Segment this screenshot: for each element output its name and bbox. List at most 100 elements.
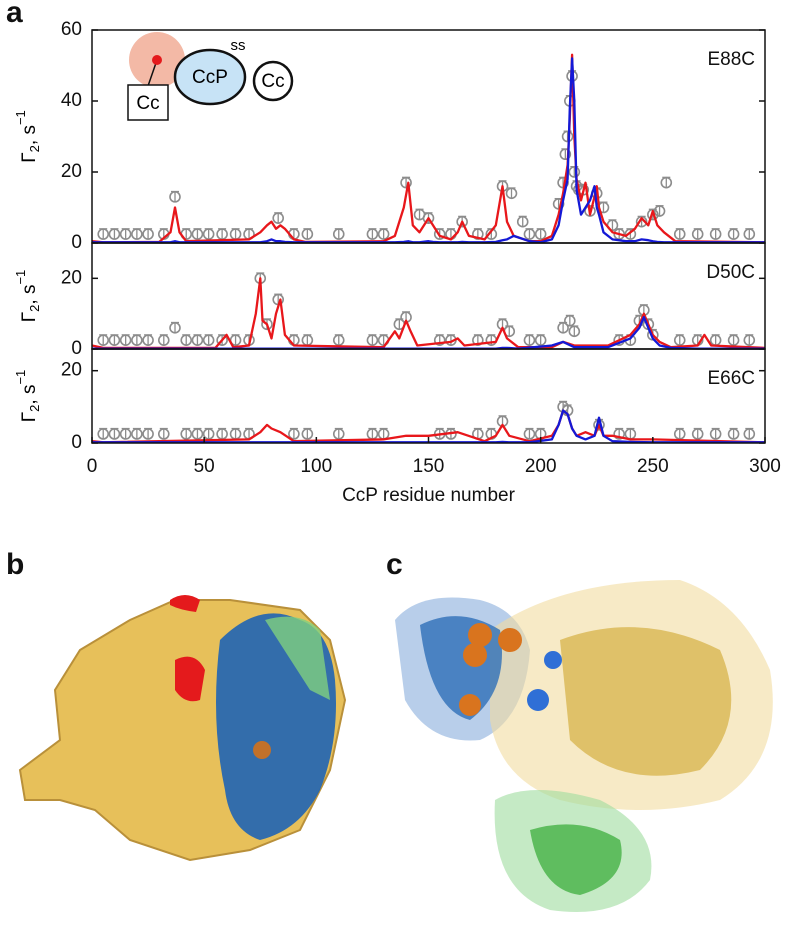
data-point xyxy=(472,228,484,240)
data-point xyxy=(691,428,704,440)
data-point xyxy=(119,228,132,240)
data-point xyxy=(202,334,215,346)
inset-label: ss xyxy=(231,37,246,54)
contact-patch xyxy=(175,656,205,702)
data-point xyxy=(97,428,110,440)
data-point xyxy=(727,428,740,440)
x-tick-label: 150 xyxy=(413,456,445,477)
series-line xyxy=(91,53,766,244)
cc-box xyxy=(127,84,169,121)
x-axis-label: CcP residue number xyxy=(342,485,516,506)
data-point xyxy=(673,334,686,346)
data-point xyxy=(108,428,121,440)
y-tick-label: 20 xyxy=(61,267,82,288)
residue-sphere xyxy=(498,628,522,652)
data-point xyxy=(653,205,666,217)
data-point xyxy=(568,166,581,178)
data-point xyxy=(366,228,379,240)
y-label-part: 2 xyxy=(27,405,42,412)
data-point xyxy=(332,228,345,240)
data-point xyxy=(505,187,518,200)
data-point xyxy=(108,228,121,240)
data-point xyxy=(516,215,529,228)
inset: Cc CcP ss Cc xyxy=(127,32,294,121)
y-label-part: Γ xyxy=(19,412,40,422)
y-axis-label: Γ2, s−1 xyxy=(13,270,42,323)
data-point xyxy=(157,334,170,346)
data-point xyxy=(332,428,345,440)
data-point xyxy=(472,334,484,346)
y-tick-label: 0 xyxy=(71,432,82,453)
data-point xyxy=(191,428,204,440)
y-axis-label: Γ2, s−1 xyxy=(13,110,42,163)
data-point xyxy=(400,176,412,189)
ribbon xyxy=(265,616,330,700)
panel-name: E66C xyxy=(707,368,755,389)
y-tick-label: 40 xyxy=(61,90,82,111)
series-line xyxy=(91,277,766,350)
data-point xyxy=(202,428,215,440)
x-tick-label: 300 xyxy=(749,456,781,477)
y-tick-label: 20 xyxy=(61,360,82,381)
data-point xyxy=(202,228,215,240)
data-point xyxy=(216,334,228,346)
data-point xyxy=(559,148,572,161)
data-point xyxy=(743,428,756,440)
residue-sphere xyxy=(468,623,492,647)
data-point xyxy=(131,334,143,346)
data-point xyxy=(534,228,547,240)
data-point xyxy=(119,334,132,346)
x-tick-label: 50 xyxy=(194,456,215,477)
y-label-part: −1 xyxy=(13,110,28,125)
y-axis-label: Γ2, s−1 xyxy=(13,370,42,423)
residue-sphere xyxy=(544,651,562,669)
structure-b xyxy=(18,595,347,862)
data-point xyxy=(523,428,536,440)
y-label-part: −1 xyxy=(13,270,28,285)
data-point xyxy=(660,176,673,189)
structure-c xyxy=(395,580,773,912)
heme-iron xyxy=(253,741,271,759)
plot-frame xyxy=(91,242,766,350)
x-tick-label: 250 xyxy=(637,456,669,477)
cc-circle xyxy=(252,60,294,102)
data-point xyxy=(301,228,314,240)
y-tick-label: 0 xyxy=(71,232,82,253)
data-point xyxy=(624,228,637,240)
data-point xyxy=(142,228,154,240)
data-point xyxy=(180,334,193,346)
data-point xyxy=(635,215,648,228)
x-tick-label: 200 xyxy=(525,456,557,477)
data-point xyxy=(191,228,204,240)
data-point xyxy=(456,215,468,228)
data-point xyxy=(422,212,435,224)
y-tick-label: 0 xyxy=(71,338,82,359)
data-point xyxy=(584,205,596,217)
x-tick-label: 100 xyxy=(300,456,332,477)
inset-label: Cc xyxy=(261,71,284,92)
y-label-part: −1 xyxy=(13,370,28,385)
y-label-part: Γ xyxy=(19,312,40,322)
data-point xyxy=(366,334,379,346)
panel-name: E88C xyxy=(707,49,755,70)
y-tick-label: 60 xyxy=(61,19,82,40)
spin-label xyxy=(152,55,162,65)
data-point xyxy=(568,325,581,338)
ribbon xyxy=(560,627,732,776)
panel-name: D50C xyxy=(706,262,755,283)
data-point xyxy=(119,428,132,440)
data-point xyxy=(727,228,740,240)
y-label-part: , s xyxy=(19,125,40,145)
data-point xyxy=(523,228,536,240)
data-point xyxy=(743,334,756,346)
panel-label: c xyxy=(386,548,403,581)
data-point xyxy=(169,321,181,334)
data-point xyxy=(691,228,704,240)
data-point xyxy=(613,428,625,440)
data-point xyxy=(613,228,625,240)
data-point xyxy=(564,314,576,327)
data-point xyxy=(727,334,740,346)
ccp-shape xyxy=(173,48,247,106)
data-point xyxy=(157,428,170,440)
